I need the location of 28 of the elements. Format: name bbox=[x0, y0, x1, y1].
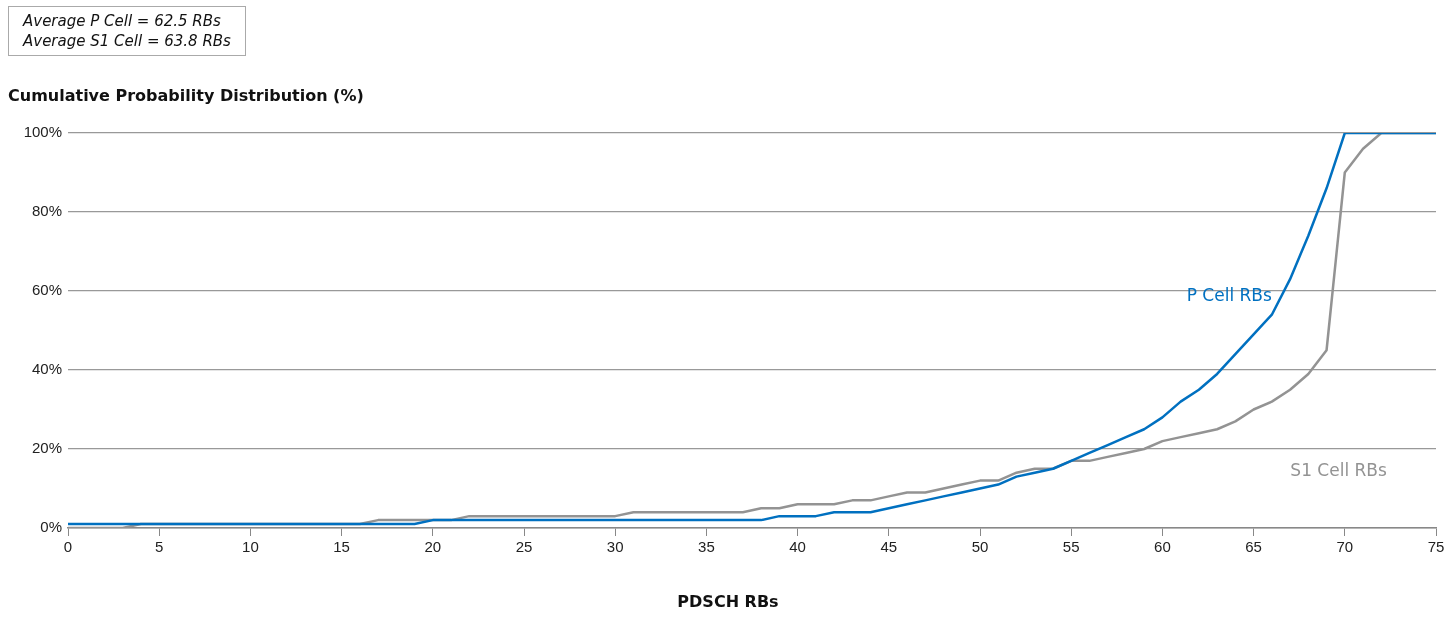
x-tick-label: 5 bbox=[155, 538, 164, 556]
y-axis-title: Cumulative Probability Distribution (%) bbox=[8, 86, 364, 105]
text: Average S1 Cell = 63.8 RBs bbox=[23, 31, 231, 51]
x-tick-label: 45 bbox=[880, 538, 898, 556]
y-tick-label: 80% bbox=[31, 202, 62, 220]
x-tick-label: 10 bbox=[242, 538, 259, 556]
x-axis-title: PDSCH RBs bbox=[676, 592, 780, 611]
x-tick-label: 65 bbox=[1245, 538, 1262, 556]
x-tick-label: 35 bbox=[698, 538, 715, 556]
x-tick-label: 15 bbox=[333, 538, 350, 556]
x-tick-label: 25 bbox=[515, 538, 533, 556]
x-tick-label: 60 bbox=[1154, 538, 1171, 556]
x-tick-label: 75 bbox=[1427, 538, 1445, 556]
x-tick-label: 40 bbox=[789, 538, 806, 556]
y-tick-label: 100% bbox=[23, 123, 62, 141]
x-tick-label: 30 bbox=[606, 538, 624, 556]
text: Average P Cell = 62.5 RBs bbox=[23, 11, 222, 31]
text: S1 Cell RBs bbox=[1290, 459, 1388, 480]
y-tick-label: 40% bbox=[31, 360, 62, 378]
series-label: P Cell RBs bbox=[1186, 285, 1272, 306]
y-tick-label: 0% bbox=[40, 518, 62, 536]
x-tick-label: 20 bbox=[424, 538, 442, 556]
y-tick-label: 20% bbox=[31, 439, 62, 457]
y-tick-label: 60% bbox=[31, 281, 62, 299]
x-tick-label: 55 bbox=[1062, 538, 1080, 556]
x-tick-label: 70 bbox=[1336, 538, 1354, 556]
x-tick-label: 50 bbox=[971, 538, 989, 556]
x-tick-label: 0 bbox=[63, 538, 73, 556]
